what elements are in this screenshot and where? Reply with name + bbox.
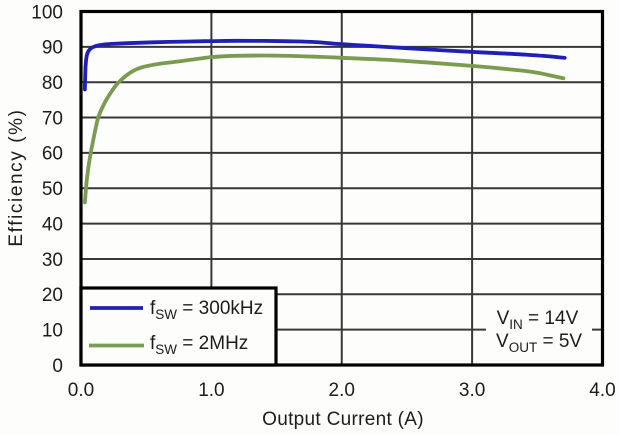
- svg-text:90: 90: [42, 38, 63, 59]
- svg-text:30: 30: [42, 250, 63, 271]
- svg-text:Efficiency (%): Efficiency (%): [6, 108, 27, 246]
- svg-text:100: 100: [31, 2, 63, 23]
- svg-text:fSW = 300kHz: fSW = 300kHz: [150, 298, 263, 322]
- svg-text:1.0: 1.0: [198, 380, 224, 401]
- svg-text:50: 50: [42, 179, 63, 200]
- svg-text:80: 80: [42, 73, 63, 94]
- svg-text:0.0: 0.0: [68, 380, 94, 401]
- svg-text:60: 60: [42, 144, 63, 165]
- svg-text:Output Current (A): Output Current (A): [262, 409, 424, 430]
- svg-text:VIN = 14V: VIN = 14V: [497, 308, 579, 332]
- svg-text:4.0: 4.0: [589, 380, 615, 401]
- svg-text:2.0: 2.0: [329, 380, 355, 401]
- svg-text:20: 20: [42, 285, 63, 306]
- svg-text:40: 40: [42, 214, 63, 235]
- svg-text:0: 0: [52, 356, 63, 377]
- svg-text:10: 10: [42, 321, 63, 342]
- svg-text:70: 70: [42, 108, 63, 129]
- svg-text:3.0: 3.0: [459, 380, 485, 401]
- svg-text:fSW = 2MHz: fSW = 2MHz: [150, 333, 248, 357]
